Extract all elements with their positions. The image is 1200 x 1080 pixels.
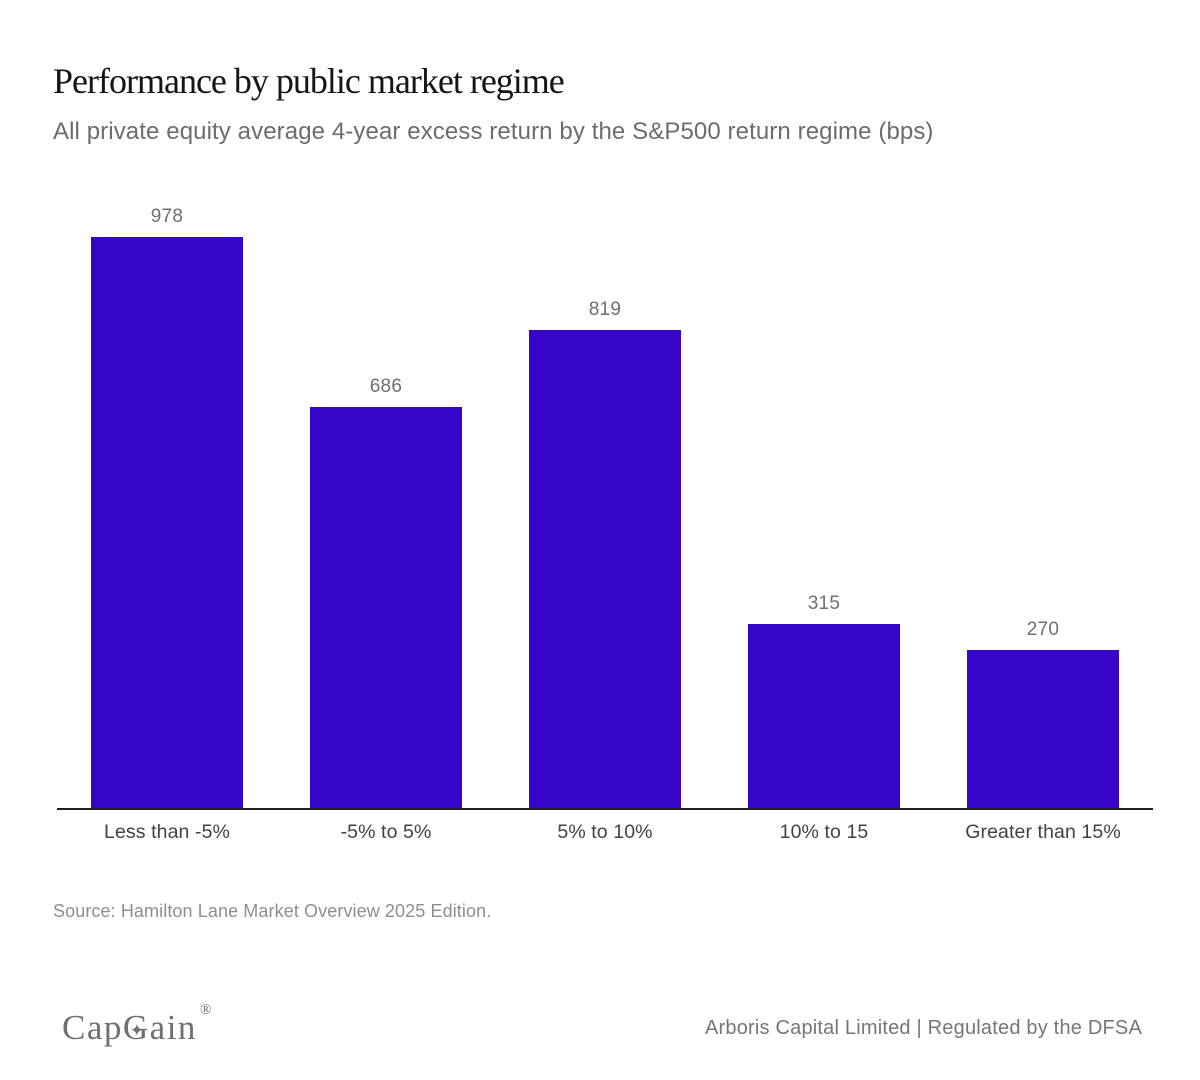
bar [91, 237, 243, 808]
regulatory-line: Arboris Capital Limited | Regulated by t… [704, 1016, 1142, 1039]
bar [529, 330, 681, 808]
header: Performance by public market regime All … [53, 60, 1153, 146]
x-axis-label: 5% to 10% [557, 821, 653, 843]
bar-value-label: 270 [1026, 619, 1060, 640]
logo-star-icon: ✦ [129, 1020, 144, 1041]
x-axis-label-cell: 10% to 15 [748, 821, 900, 844]
source-note: Source: Hamilton Lane Market Overview 20… [53, 901, 492, 921]
company-logo: Cap G ✦ ain ® [62, 1002, 211, 1049]
plot-area: 978 686 819 315 270 [57, 190, 1153, 810]
bar [967, 650, 1119, 808]
x-axis-label-cell: Greater than 15% [965, 821, 1121, 844]
footer: Cap G ✦ ain ® Arboris Capital Limited | Regu… [0, 998, 1200, 1058]
bar-group: 686 [310, 376, 462, 808]
bar [310, 407, 462, 808]
x-axis-label: -5% to 5% [340, 821, 432, 843]
bar-value-label: 819 [588, 299, 622, 320]
x-axis-label-cell: Less than -5% [91, 821, 243, 844]
bar-group: 270 [967, 619, 1119, 808]
logo-text-cap: Cap [62, 1008, 123, 1047]
bar-value-label: 978 [150, 206, 184, 227]
chart-title: Performance by public market regime [53, 61, 565, 101]
x-axis-label: Less than -5% [104, 821, 230, 843]
bar-group: 315 [748, 593, 900, 808]
bar-group: 819 [529, 299, 681, 808]
bar-chart: 978 686 819 315 270 Less than -5% -5% to 5% 5%… [57, 190, 1153, 844]
registered-trademark-icon: ® [199, 1002, 212, 1018]
x-axis-label: 10% to 15 [779, 821, 869, 843]
x-axis-labels: Less than -5% -5% to 5% 5% to 10% 10% to 15… [57, 821, 1153, 844]
bar-value-label: 686 [369, 376, 403, 397]
logo-g-glyph: G [122, 1008, 150, 1047]
x-axis-label: Greater than 15% [965, 821, 1121, 843]
logo-letter-g: G ✦ [123, 1007, 150, 1049]
logo-text-ain: ain [149, 1008, 197, 1047]
chart-subtitle: All private equity average 4-year excess… [53, 118, 934, 145]
bar [748, 624, 900, 808]
x-axis-label-cell: 5% to 10% [529, 821, 681, 844]
bar-group: 978 [91, 206, 243, 808]
bar-value-label: 315 [807, 593, 841, 614]
x-axis-label-cell: -5% to 5% [310, 821, 462, 844]
